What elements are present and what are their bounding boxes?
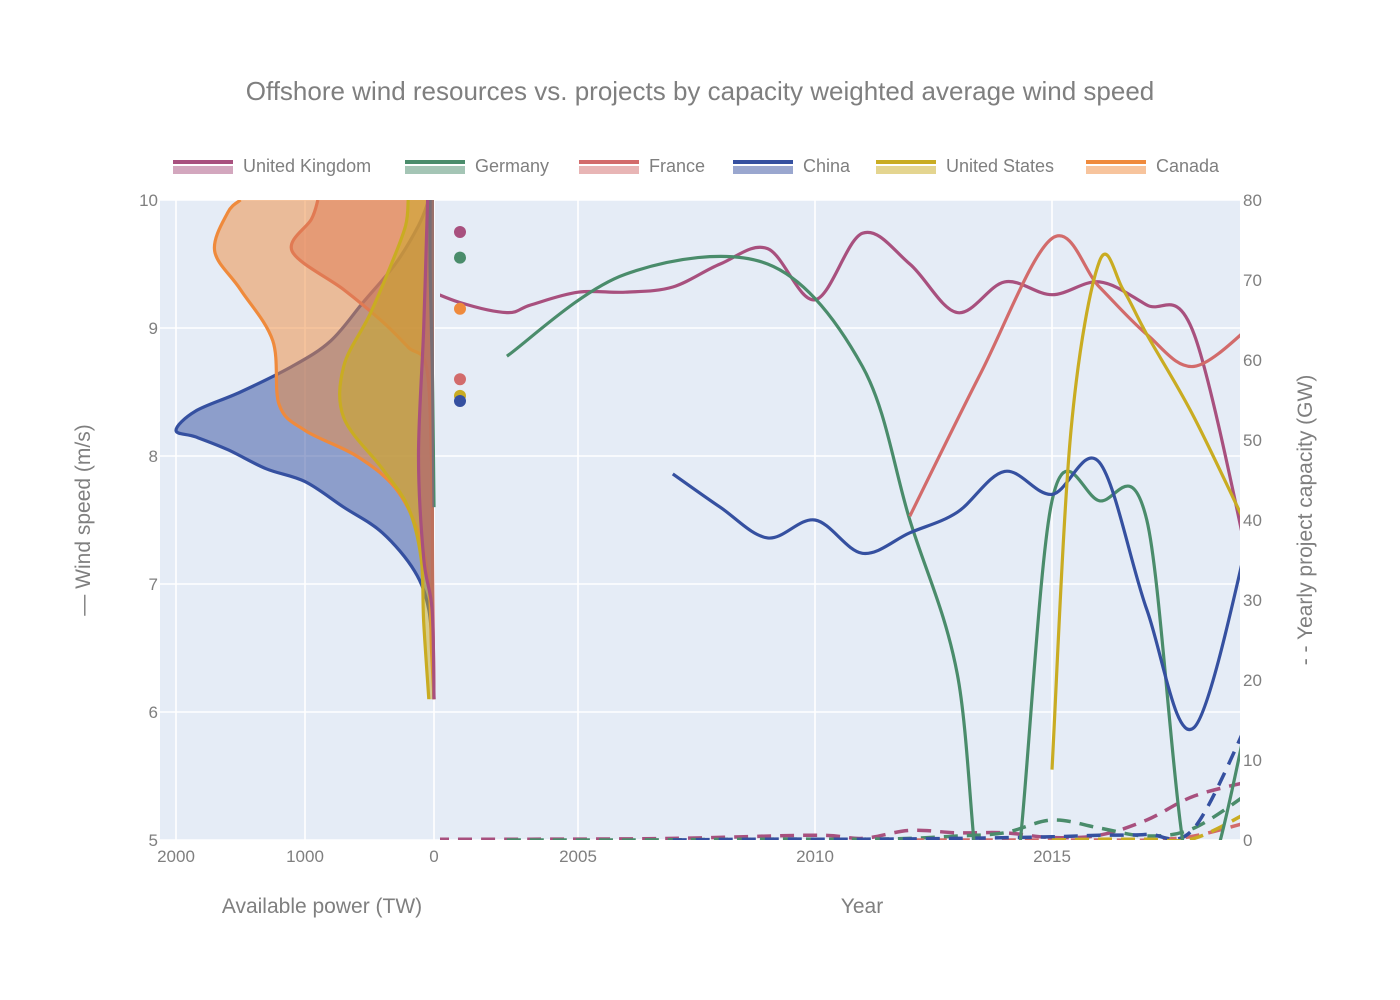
- capacity-line-united-states: [1051, 814, 1240, 840]
- marker-china: [454, 394, 466, 407]
- legend-label: Canada: [1156, 156, 1220, 176]
- speed-line-germany: [505, 254, 1240, 840]
- legend-swatch-fill: [173, 166, 233, 174]
- legend-swatch-fill: [876, 166, 936, 174]
- legend-item-canada[interactable]: Canada: [1086, 156, 1220, 176]
- left-y-axis-label: Wind speed (m/s): [72, 424, 95, 589]
- y2-tick-label: 80: [1243, 191, 1262, 210]
- right-y-axis-prefix: - -: [1294, 645, 1317, 665]
- y2-tick-label: 10: [1243, 751, 1262, 770]
- marker-canada: [454, 302, 466, 315]
- right-y-axis-label: Yearly project capacity (GW): [1294, 375, 1317, 640]
- y-tick-label: 6: [149, 703, 158, 722]
- capacity-line-china: [672, 734, 1240, 840]
- resource-distribution-areas: [174, 200, 436, 700]
- legend-label: United Kingdom: [243, 156, 371, 176]
- x-tick-label-left: 2000: [157, 847, 195, 866]
- legend-item-germany[interactable]: Germany: [405, 156, 549, 176]
- legend-swatch-fill: [733, 166, 793, 174]
- y-tick-label: 7: [149, 575, 158, 594]
- y2-tick-label: 50: [1243, 431, 1262, 450]
- resource-markers: [454, 226, 466, 407]
- area-line-united-kingdom: [416, 200, 436, 700]
- left-x-axis-title: Available power (TW): [222, 895, 422, 918]
- chart-title: Offshore wind resources vs. projects by …: [246, 76, 1155, 106]
- legend-swatch-fill: [579, 166, 639, 174]
- legend-item-china[interactable]: China: [733, 156, 851, 176]
- y2-tick-label: 20: [1243, 671, 1262, 690]
- plot-area-right: [440, 200, 1240, 840]
- legend-label: France: [649, 156, 705, 176]
- legend-item-france[interactable]: France: [579, 156, 705, 176]
- marker-france: [454, 373, 466, 386]
- x-tick-label-right: 2005: [559, 847, 597, 866]
- area-fill-united-states: [339, 200, 434, 700]
- y-tick-label: 9: [149, 319, 158, 338]
- y2-tick-label: 70: [1243, 271, 1262, 290]
- marker-united-kingdom: [454, 226, 466, 238]
- legend-swatch-fill: [1086, 166, 1146, 174]
- speed-line-china: [671, 456, 1240, 732]
- speed-line-france: [908, 234, 1240, 517]
- x-tick-label-right: 2015: [1033, 847, 1071, 866]
- legend: United Kingdom Germany France China United S…: [173, 156, 1220, 176]
- capacity-line-france: [909, 822, 1240, 840]
- area-line-united-states: [338, 200, 431, 700]
- marker-germany: [454, 251, 466, 264]
- legend-label: China: [803, 156, 851, 176]
- x-tick-label-left: 1000: [286, 847, 324, 866]
- legend-item-united-states[interactable]: United States: [876, 156, 1054, 176]
- speed-line-united-kingdom: [440, 230, 1240, 532]
- project-lines: [440, 230, 1240, 840]
- y-tick-label: 8: [149, 447, 158, 466]
- y2-tick-label: 60: [1243, 351, 1262, 370]
- left-y-axis-prefix: —: [72, 595, 95, 616]
- right-y-axis-title: - - Yearly project capacity (GW): [1294, 375, 1317, 666]
- axis-ticks: 5 6 7 8 9 10 0 10 20 30 40 50 60 70 80 2000 1000 0 2005 201…: [139, 191, 1262, 866]
- y-tick-label: 10: [139, 191, 158, 210]
- legend-item-united-kingdom[interactable]: United Kingdom: [173, 156, 371, 176]
- y-tick-label: 5: [149, 831, 158, 850]
- legend-swatch-fill: [405, 166, 465, 174]
- x-tick-label-left: 0: [429, 847, 438, 866]
- y2-tick-label: 0: [1243, 831, 1252, 850]
- area-fill-united-kingdom: [418, 200, 434, 700]
- legend-label: United States: [946, 156, 1054, 176]
- right-x-axis-title: Year: [841, 895, 883, 918]
- y2-tick-label: 30: [1243, 591, 1262, 610]
- left-y-axis-title: — Wind speed (m/s): [72, 424, 95, 615]
- y2-tick-label: 40: [1243, 511, 1262, 530]
- speed-line-united-states: [1050, 252, 1240, 770]
- legend-label: Germany: [475, 156, 549, 176]
- x-tick-label-right: 2010: [796, 847, 834, 866]
